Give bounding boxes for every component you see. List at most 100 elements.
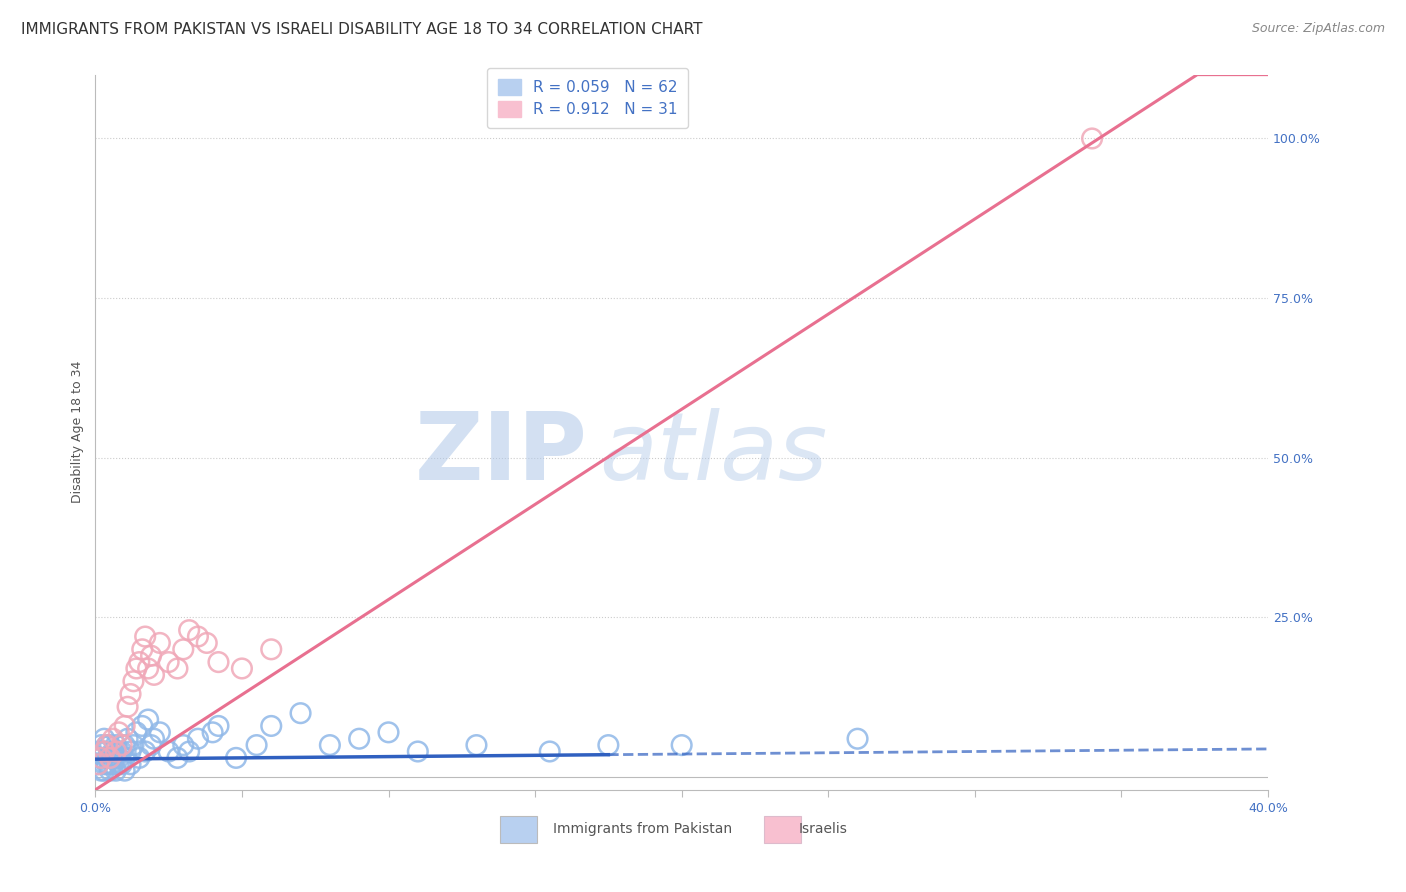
Point xyxy=(122,674,145,689)
Point xyxy=(131,719,153,733)
Point xyxy=(96,738,118,752)
Point xyxy=(104,738,127,752)
Point xyxy=(143,668,166,682)
Point xyxy=(96,738,118,752)
Point xyxy=(260,642,283,657)
Point xyxy=(139,648,162,663)
Point xyxy=(107,751,129,765)
Point xyxy=(125,661,148,675)
Point xyxy=(1081,131,1104,145)
Point xyxy=(149,636,172,650)
Point xyxy=(93,757,115,772)
Bar xyxy=(763,816,801,844)
Point xyxy=(98,764,121,778)
Point xyxy=(347,731,370,746)
Point xyxy=(98,751,121,765)
Point xyxy=(107,725,129,739)
Point xyxy=(117,699,139,714)
Point xyxy=(98,751,121,765)
Point xyxy=(104,764,127,778)
Point xyxy=(101,751,124,765)
Point xyxy=(131,642,153,657)
Point xyxy=(143,731,166,746)
Point xyxy=(93,731,115,746)
Point xyxy=(101,744,124,758)
Point xyxy=(319,738,342,752)
Point xyxy=(260,719,283,733)
Point xyxy=(134,630,156,644)
Text: ZIP: ZIP xyxy=(415,408,588,500)
Point xyxy=(128,751,150,765)
Point xyxy=(101,757,124,772)
Point xyxy=(96,757,118,772)
Point xyxy=(157,744,180,758)
Point xyxy=(93,744,115,758)
Point xyxy=(114,764,136,778)
Point xyxy=(125,725,148,739)
Point xyxy=(114,738,136,752)
Point xyxy=(90,738,112,752)
Point xyxy=(406,744,429,758)
Point xyxy=(114,719,136,733)
Point xyxy=(671,738,693,752)
Point xyxy=(117,731,139,746)
Point xyxy=(290,706,312,721)
Point xyxy=(136,713,159,727)
Point xyxy=(207,655,229,669)
Text: IMMIGRANTS FROM PAKISTAN VS ISRAELI DISABILITY AGE 18 TO 34 CORRELATION CHART: IMMIGRANTS FROM PAKISTAN VS ISRAELI DISA… xyxy=(21,22,703,37)
Point xyxy=(120,744,142,758)
Point xyxy=(195,636,218,650)
Text: Israelis: Israelis xyxy=(799,822,848,836)
Point xyxy=(377,725,399,739)
Point xyxy=(90,751,112,765)
Point xyxy=(136,661,159,675)
Point xyxy=(134,744,156,758)
Point xyxy=(111,744,134,758)
Point xyxy=(107,744,129,758)
Point xyxy=(231,661,253,675)
Point xyxy=(538,744,561,758)
Point xyxy=(166,661,188,675)
Point xyxy=(98,757,121,772)
Point xyxy=(245,738,267,752)
Point xyxy=(101,731,124,746)
Point xyxy=(107,757,129,772)
Point xyxy=(172,738,194,752)
Point xyxy=(179,744,201,758)
Point xyxy=(187,731,209,746)
Point xyxy=(846,731,869,746)
Point xyxy=(114,751,136,765)
Point xyxy=(87,757,110,772)
Point xyxy=(104,751,127,765)
Point xyxy=(128,655,150,669)
Point xyxy=(139,738,162,752)
Point xyxy=(122,738,145,752)
Point xyxy=(120,757,142,772)
Legend: R = 0.059   N = 62, R = 0.912   N = 31: R = 0.059 N = 62, R = 0.912 N = 31 xyxy=(488,68,689,128)
Bar xyxy=(501,816,537,844)
Point xyxy=(187,630,209,644)
Point xyxy=(104,744,127,758)
Point xyxy=(225,751,247,765)
Point xyxy=(157,655,180,669)
Point xyxy=(98,738,121,752)
Text: atlas: atlas xyxy=(599,409,828,500)
Point xyxy=(207,719,229,733)
Point xyxy=(93,764,115,778)
Point xyxy=(87,744,110,758)
Point xyxy=(96,751,118,765)
Point xyxy=(111,738,134,752)
Point xyxy=(93,744,115,758)
Point xyxy=(172,642,194,657)
Point xyxy=(179,623,201,637)
Point xyxy=(166,751,188,765)
Point xyxy=(90,764,112,778)
Point xyxy=(201,725,224,739)
Point xyxy=(90,751,112,765)
Point xyxy=(87,757,110,772)
Text: Immigrants from Pakistan: Immigrants from Pakistan xyxy=(553,822,731,836)
Point xyxy=(149,725,172,739)
Point xyxy=(111,757,134,772)
Point xyxy=(465,738,488,752)
Point xyxy=(598,738,620,752)
